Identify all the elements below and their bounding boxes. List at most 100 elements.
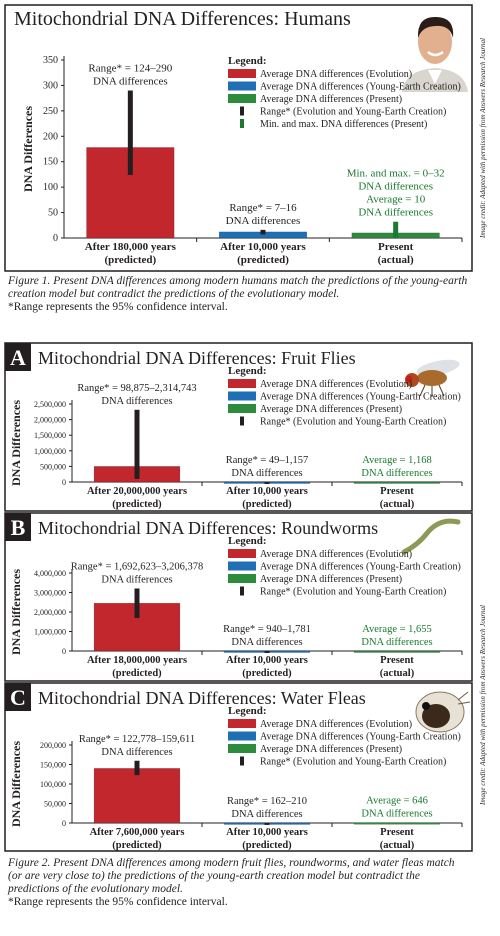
- x-tick-label: After 180,000 years (predicted): [85, 241, 177, 266]
- y-axis-label: DNA Differences: [9, 400, 23, 486]
- chart-title: Mitochondrial DNA Differences: Fruit Fli…: [38, 348, 356, 368]
- legend-swatch: [228, 574, 256, 583]
- x-tick-label: After 18,000,000 years (predicted): [87, 655, 187, 679]
- error-bar: [260, 229, 266, 235]
- y-tick-label: 1,000,000: [34, 628, 66, 637]
- legend-swatch: [228, 731, 256, 741]
- annotation: Range* = 98,875–2,314,743 DNA differences: [77, 383, 196, 407]
- panel-label-box: [5, 343, 31, 371]
- annotation: Range* = 1,692,623–3,206,378 DNA differen…: [71, 561, 204, 585]
- annotation: Range* = 124–290 DNA differences: [88, 63, 172, 88]
- legend-label: Average DNA differences (Evolution): [260, 719, 412, 730]
- x-tick-label: Present (actual): [380, 486, 415, 510]
- legend-swatch: [228, 404, 256, 413]
- error-bar: [134, 588, 140, 618]
- y-axis-label: DNA Differences: [9, 741, 23, 827]
- chart-frame: [4, 682, 473, 852]
- legend-swatch: [240, 119, 244, 128]
- bar: [93, 768, 181, 824]
- y-tick-label: 100: [43, 182, 58, 193]
- error-bar: [264, 481, 270, 484]
- y-tick-label: 150: [43, 157, 58, 168]
- annotation: Range* = 940–1,781 DNA differences: [223, 624, 311, 648]
- annotation: Average = 1,168 DNA differences: [361, 455, 432, 479]
- caption-note: *Range represents the 95% confidence int…: [8, 896, 228, 908]
- y-tick-label: 3,000,000: [34, 589, 66, 598]
- legend-label: Range* (Evolution and Young-Earth Creati…: [260, 757, 446, 768]
- legend-label: Average DNA differences (Young-Earth Cre…: [260, 392, 461, 403]
- legend-swatch: [228, 69, 256, 78]
- x-tick-label: After 7,600,000 years (predicted): [90, 827, 185, 851]
- panel-label: C: [10, 685, 26, 710]
- legend-swatch: [228, 379, 256, 388]
- legend-swatch: [228, 719, 256, 728]
- panel-label: B: [11, 515, 26, 540]
- y-tick-label: 200,000: [40, 741, 66, 750]
- y-tick-label: 300: [43, 80, 58, 91]
- bar: [353, 822, 441, 825]
- worm-image: [401, 518, 461, 555]
- figure1-caption: Figure 1. Present DNA differences among …: [8, 275, 470, 314]
- x-tick-label: Present (actual): [380, 655, 415, 679]
- error-bar: [127, 90, 133, 175]
- legend-label: Average DNA differences (Present): [260, 404, 402, 415]
- y-tick-label: 200: [43, 131, 58, 142]
- x-tick-label: After 10,000 years (predicted): [220, 241, 306, 266]
- legend-swatch: [228, 744, 256, 753]
- error-bar: [264, 650, 270, 653]
- water-flea-image: [415, 691, 471, 733]
- y-axis-label: DNA Differences: [9, 569, 23, 655]
- panel-label-box: [5, 513, 31, 541]
- annotation: Range* = 49–1,157 DNA differences: [226, 455, 309, 479]
- y-tick-label: 1,000,000: [34, 447, 66, 456]
- man-photo: [402, 16, 468, 92]
- legend-swatch: [240, 756, 244, 766]
- bar: [353, 650, 441, 653]
- legend-label: Average DNA differences (Young-Earth Cre…: [260, 82, 461, 93]
- caption-text: Figure 1. Present DNA differences among …: [8, 275, 468, 300]
- error-bar: [134, 409, 140, 479]
- error-bar: [393, 221, 399, 238]
- legend-label: Average DNA differences (Evolution): [260, 549, 412, 560]
- panel-label: A: [10, 345, 26, 370]
- chart-frame: [4, 512, 473, 682]
- y-tick-label: 500,000: [40, 462, 66, 471]
- annotation: Min. and max. = 0–32 DNA differences Avera…: [347, 168, 445, 219]
- y-tick-label: 100,000: [40, 780, 66, 789]
- error-bar: [134, 760, 140, 776]
- legend-swatch: [228, 561, 256, 571]
- x-tick-label: After 10,000 years (predicted): [226, 655, 308, 679]
- legend-swatch: [228, 81, 256, 91]
- chart-frame: [4, 4, 473, 272]
- legend-title: Legend:: [228, 55, 267, 67]
- legend-swatch: [240, 106, 244, 116]
- annotation: Average = 1,655 DNA differences: [361, 624, 432, 648]
- y-tick-label: 150,000: [40, 761, 66, 770]
- legend-title: Legend:: [228, 705, 267, 717]
- annotation: Range* = 7–16 DNA differences: [226, 202, 301, 227]
- fly-image: [405, 359, 460, 397]
- panel-label-box: [5, 683, 31, 711]
- legend-label: Average DNA differences (Young-Earth Cre…: [260, 732, 461, 743]
- legend-label: Average DNA differences (Present): [260, 94, 402, 105]
- y-tick-label: 0: [62, 478, 66, 487]
- annotation: Average = 646 DNA differences: [361, 796, 432, 820]
- legend-label: Average DNA differences (Evolution): [260, 69, 412, 80]
- error-bar: [264, 822, 270, 825]
- chart-frame: [4, 342, 473, 512]
- legend-label: Range* (Evolution and Young-Earth Creati…: [260, 587, 446, 598]
- legend-label: Average DNA differences (Evolution): [260, 379, 412, 390]
- y-axis-label: DNA Differences: [21, 106, 35, 192]
- y-tick-label: 2,000,000: [34, 416, 66, 425]
- legend-title: Legend:: [228, 535, 267, 547]
- y-tick-label: 2,500,000: [34, 400, 66, 409]
- figure2-caption: Figure 2. Present DNA differences among …: [8, 857, 470, 909]
- y-tick-label: 0: [53, 233, 58, 244]
- y-tick-label: 350: [43, 55, 58, 66]
- y-tick-label: 2,000,000: [34, 608, 66, 617]
- y-tick-label: 0: [62, 647, 66, 656]
- y-tick-label: 1,500,000: [34, 431, 66, 440]
- x-tick-label: Present (actual): [380, 827, 415, 851]
- x-tick-label: After 10,000 years (predicted): [226, 827, 308, 851]
- y-tick-label: 50,000: [44, 800, 66, 809]
